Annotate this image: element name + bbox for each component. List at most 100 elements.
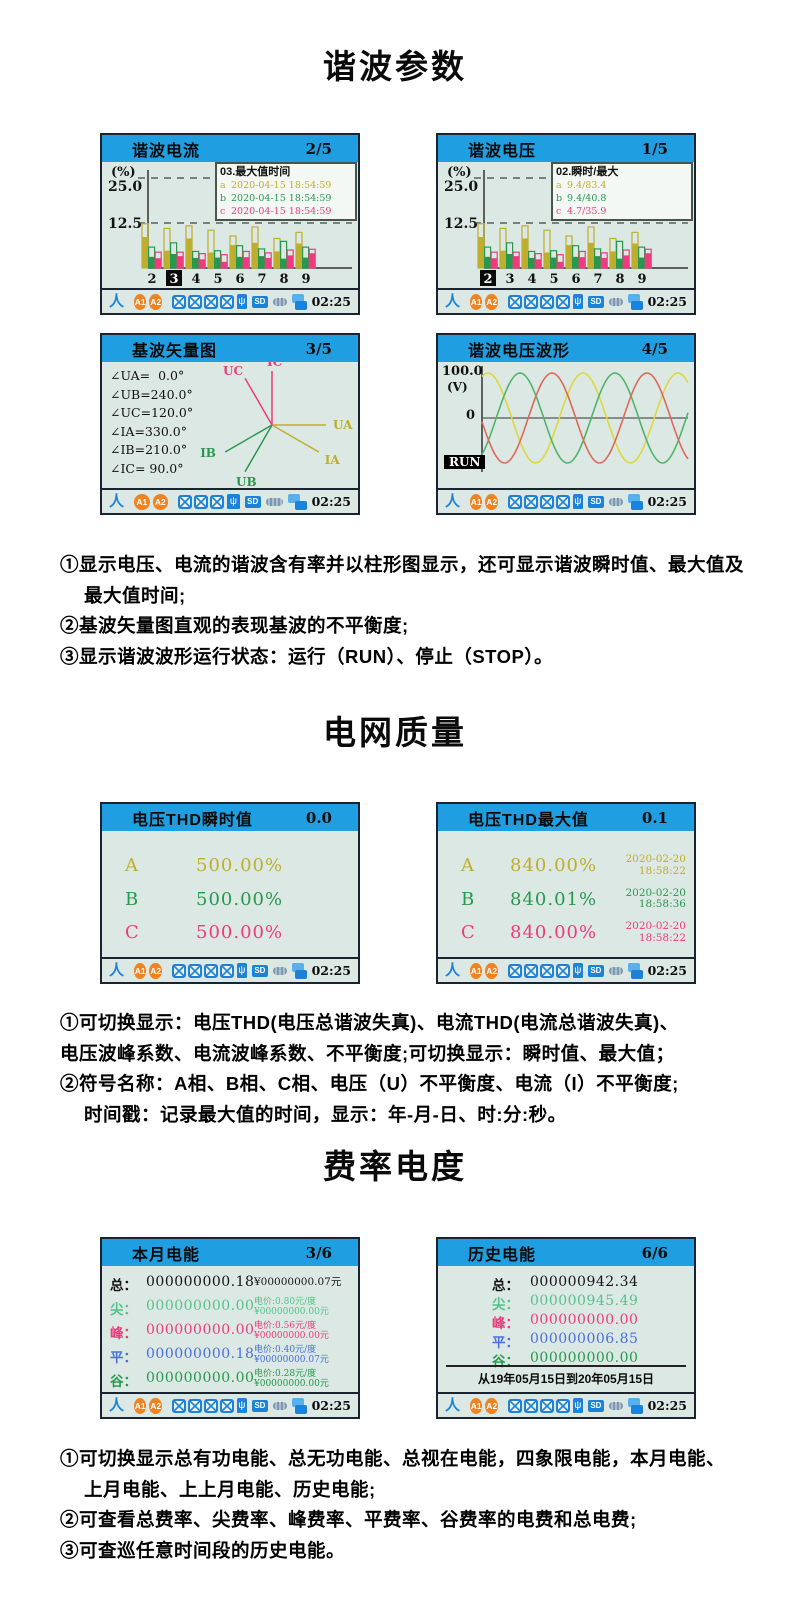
- thd-row: A 500.00%: [102, 855, 358, 888]
- phase-star-icon: 人: [445, 493, 461, 510]
- svg-text:4: 4: [191, 272, 200, 287]
- timer-icon: [523, 963, 538, 978]
- max-time-infobox: 03.最大值时间 a 2020-04-15 18:54:59 b 2020-04-15…: [215, 162, 357, 221]
- date-range-footer: 从19年05月15日到20年05月15日: [446, 1365, 686, 1387]
- header-value: 0.0: [305, 808, 332, 827]
- energy-value: 000000000.00: [146, 1298, 255, 1314]
- timer-icon: [539, 294, 554, 309]
- energy-value: 000000942.34: [530, 1274, 639, 1290]
- channel-a2-badge: A2: [485, 293, 498, 310]
- channel-a2-badge: A2: [149, 293, 162, 310]
- svg-text:UB: UB: [236, 475, 257, 488]
- timer-icon: [178, 494, 193, 509]
- thd-readouts: A 500.00% B 500.00% C 500.00%: [102, 831, 358, 957]
- infobox-rows: a 2020-04-15 18:54:59 b 2020-04-15 18:54:59…: [220, 179, 352, 218]
- screen-title: 电压THD最大值: [468, 811, 589, 829]
- note-line: ①可切换显示总有功电能、总无功电能、总视在电能，四象限电能，本月电能、: [60, 1448, 726, 1469]
- timer-icon: [219, 963, 234, 978]
- energy-value: 000000000.18: [146, 1346, 255, 1362]
- status-clock: 02:25: [311, 494, 351, 509]
- screen-header: 谐波电流 2/5: [102, 135, 358, 162]
- infobox-row: a 2020-04-15 18:54:59: [220, 180, 332, 191]
- screen-header: 基波矢量图 3/5: [102, 335, 358, 362]
- timer-icon: [523, 494, 538, 509]
- screen-vector-diagram: 基波矢量图 3/5 UA UB UC IA IB IC ∠UA= 0.0° ∠UB=240.…: [100, 333, 360, 515]
- timer-icon: [555, 294, 570, 309]
- thd-value: 840.01%: [510, 888, 598, 910]
- grid-notes: ①可切换显示：电压THD(电压总谐波失真)、电流THD(电流总谐波失真)、 电压波…: [60, 1008, 760, 1130]
- thd-value: 500.00%: [196, 922, 284, 943]
- thd-row: A 840.00% 2020-02-20 18:58:22: [438, 853, 694, 888]
- price-info: 电价:0.80元/度 ¥00000000.00元: [254, 1297, 329, 1317]
- note-line: 电压波峰系数、电流波峰系数、不平衡度;可切换显示：瞬时值、最大值；: [60, 1042, 675, 1064]
- screen-history-energy: 历史电能 6/6 总： 000000942.34 尖： 000000945.49 峰： 0…: [436, 1237, 696, 1419]
- network-monitors-icon: [627, 493, 643, 510]
- page-indicator: 3/6: [305, 1243, 332, 1262]
- screen-title: 历史电能: [468, 1246, 537, 1264]
- rate-label: 总：: [110, 1278, 137, 1293]
- svg-text:IC: IC: [267, 362, 282, 369]
- serial-port-icon: [608, 1401, 623, 1410]
- timer-icon: [539, 963, 554, 978]
- status-clock: 02:25: [647, 494, 687, 509]
- rate-label: 谷：: [110, 1374, 137, 1389]
- sd-card-icon: SD: [587, 1399, 604, 1412]
- y-unit-label: (V): [447, 380, 468, 394]
- timer-icons: [507, 294, 570, 309]
- timer-icon: [203, 1398, 218, 1413]
- timer-icon: [523, 294, 538, 309]
- svg-text:UC: UC: [223, 364, 243, 378]
- timer-icons: [171, 963, 234, 978]
- serial-port-icon: [608, 497, 623, 506]
- y-tick-25: 25.0: [444, 179, 479, 195]
- screen-header: 谐波电压波形 4/5: [438, 335, 694, 362]
- svg-text:6: 6: [571, 272, 580, 287]
- channel-a1-badge: A1: [134, 493, 150, 510]
- infobox-row: b 2020-04-15 18:54:59: [220, 193, 332, 204]
- status-bar: 人 A1 A2 ψ SD 02:25: [438, 957, 694, 982]
- thd-value: 500.00%: [196, 855, 284, 876]
- serial-port-icon: [272, 966, 287, 975]
- phase-angle-readout: ∠IB=210.0°: [110, 442, 188, 457]
- timer-icons: [507, 494, 570, 509]
- run-status-badge: RUN: [444, 455, 486, 469]
- timer-icons: [507, 1398, 570, 1413]
- status-bar: 人 A1 A2 ψ SD 02:25: [438, 288, 694, 313]
- status-clock: 02:25: [647, 294, 687, 309]
- channel-a2-badge: A2: [485, 962, 498, 979]
- thd-row: C 840.00% 2020-02-20 18:58:22: [438, 920, 694, 955]
- energy-row: 谷： 000000000.00 电价:0.28元/度 ¥00000000.00元: [102, 1369, 358, 1394]
- thd-row: B 500.00%: [102, 889, 358, 922]
- timestamp: 2020-02-20 18:58:22: [625, 853, 686, 877]
- sd-card-icon: SD: [587, 964, 604, 977]
- energy-row: 平： 000000000.18 电价:0.40元/度 ¥00000000.07元: [102, 1345, 358, 1370]
- price-info: 电价:0.40元/度 ¥00000000.07元: [254, 1345, 329, 1365]
- channel-a1-badge: A1: [470, 1397, 483, 1414]
- rate-label: 尖：: [110, 1302, 137, 1317]
- sd-card-icon: SD: [587, 295, 604, 308]
- note-line: ①可切换显示：电压THD(电压总谐波失真)、电流THD(电流总谐波失真)、: [60, 1012, 679, 1033]
- screen-body: 总： 000000942.34 尖： 000000945.49 峰： 000000000.…: [438, 1266, 694, 1392]
- screen-body: A 500.00% B 500.00% C 500.00%: [102, 831, 358, 957]
- network-monitors-icon: [291, 293, 307, 310]
- status-bar: 人 A1 A2 ψ SD 02:25: [438, 1392, 694, 1417]
- timestamp: 2020-02-20 18:58:22: [625, 920, 686, 944]
- energy-row: 尖： 000000000.00 电价:0.80元/度 ¥00000000.00元: [102, 1297, 358, 1322]
- channel-a1-badge: A1: [470, 962, 483, 979]
- sd-card-icon: SD: [251, 964, 268, 977]
- network-monitors-icon: [627, 962, 643, 979]
- status-bar: 人 A1 A2 ψ SD 02:25: [102, 488, 358, 513]
- price-info: ¥00000000.07元: [254, 1276, 342, 1288]
- screen-title: 谐波电压波形: [468, 342, 571, 360]
- phase-label: A: [461, 855, 474, 876]
- timer-icon: [507, 294, 522, 309]
- sd-card-icon: SD: [251, 1399, 268, 1412]
- phase-star-icon: 人: [445, 1397, 461, 1414]
- phase-star-icon: 人: [109, 1397, 125, 1414]
- channel-a2-badge: A2: [149, 1397, 162, 1414]
- note-line: ③可查巡任意时间段的历史电能。: [60, 1539, 346, 1561]
- timestamp: 2020-02-20 18:58:36: [625, 886, 686, 910]
